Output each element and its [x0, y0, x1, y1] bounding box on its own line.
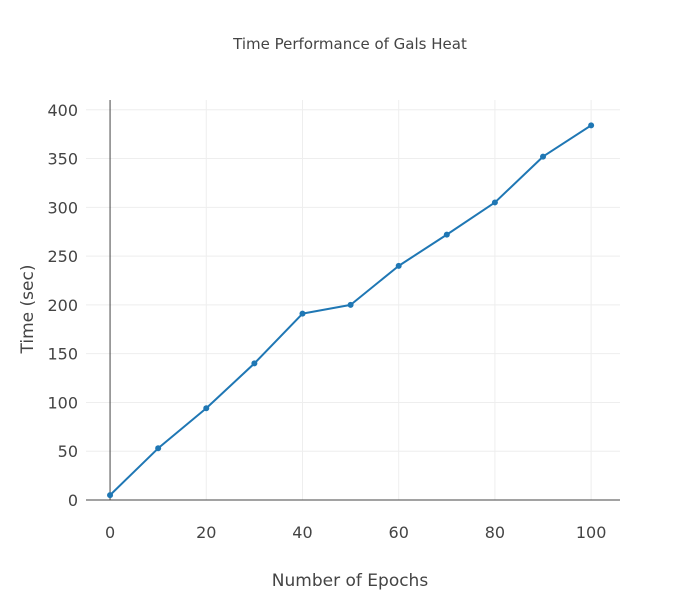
data-point[interactable]	[347, 301, 354, 308]
tick-label-layer: 0 50 100 150 200 250 300 350 400 0 20 40 60 80 100	[47, 101, 606, 542]
data-point[interactable]	[540, 153, 547, 160]
series-line	[109, 124, 592, 496]
data-point[interactable]	[155, 445, 162, 452]
chart-title: Time Performance of Gals Heat	[232, 35, 467, 53]
axis-layer	[86, 100, 620, 501]
y-tick-label: 0	[68, 491, 78, 510]
grid-layer	[86, 100, 620, 500]
y-tick-label: 400	[47, 101, 78, 120]
x-tick-label: 0	[105, 523, 115, 542]
data-point[interactable]	[443, 231, 450, 238]
data-point[interactable]	[395, 262, 402, 269]
x-tick-label: 60	[389, 523, 409, 542]
y-tick-label: 300	[47, 198, 78, 217]
y-tick-label: 350	[47, 150, 78, 169]
data-point[interactable]	[491, 199, 498, 206]
y-tick-label: 200	[47, 296, 78, 315]
x-tick-label: 20	[196, 523, 216, 542]
y-tick-label: 250	[47, 247, 78, 266]
x-tick-label: 100	[576, 523, 607, 542]
y-tick-label: 150	[47, 345, 78, 364]
y-tick-label: 100	[47, 393, 78, 412]
x-tick-label: 40	[292, 523, 312, 542]
series-layer	[107, 122, 595, 499]
data-point[interactable]	[251, 360, 258, 367]
x-axis-title: Number of Epochs	[272, 571, 429, 591]
data-point[interactable]	[203, 405, 210, 412]
x-tick-label: 80	[485, 523, 505, 542]
y-tick-label: 50	[58, 442, 78, 461]
y-axis-title: Time (sec)	[18, 265, 38, 355]
data-point[interactable]	[588, 122, 595, 129]
data-point[interactable]	[299, 310, 306, 317]
data-point[interactable]	[107, 492, 114, 499]
